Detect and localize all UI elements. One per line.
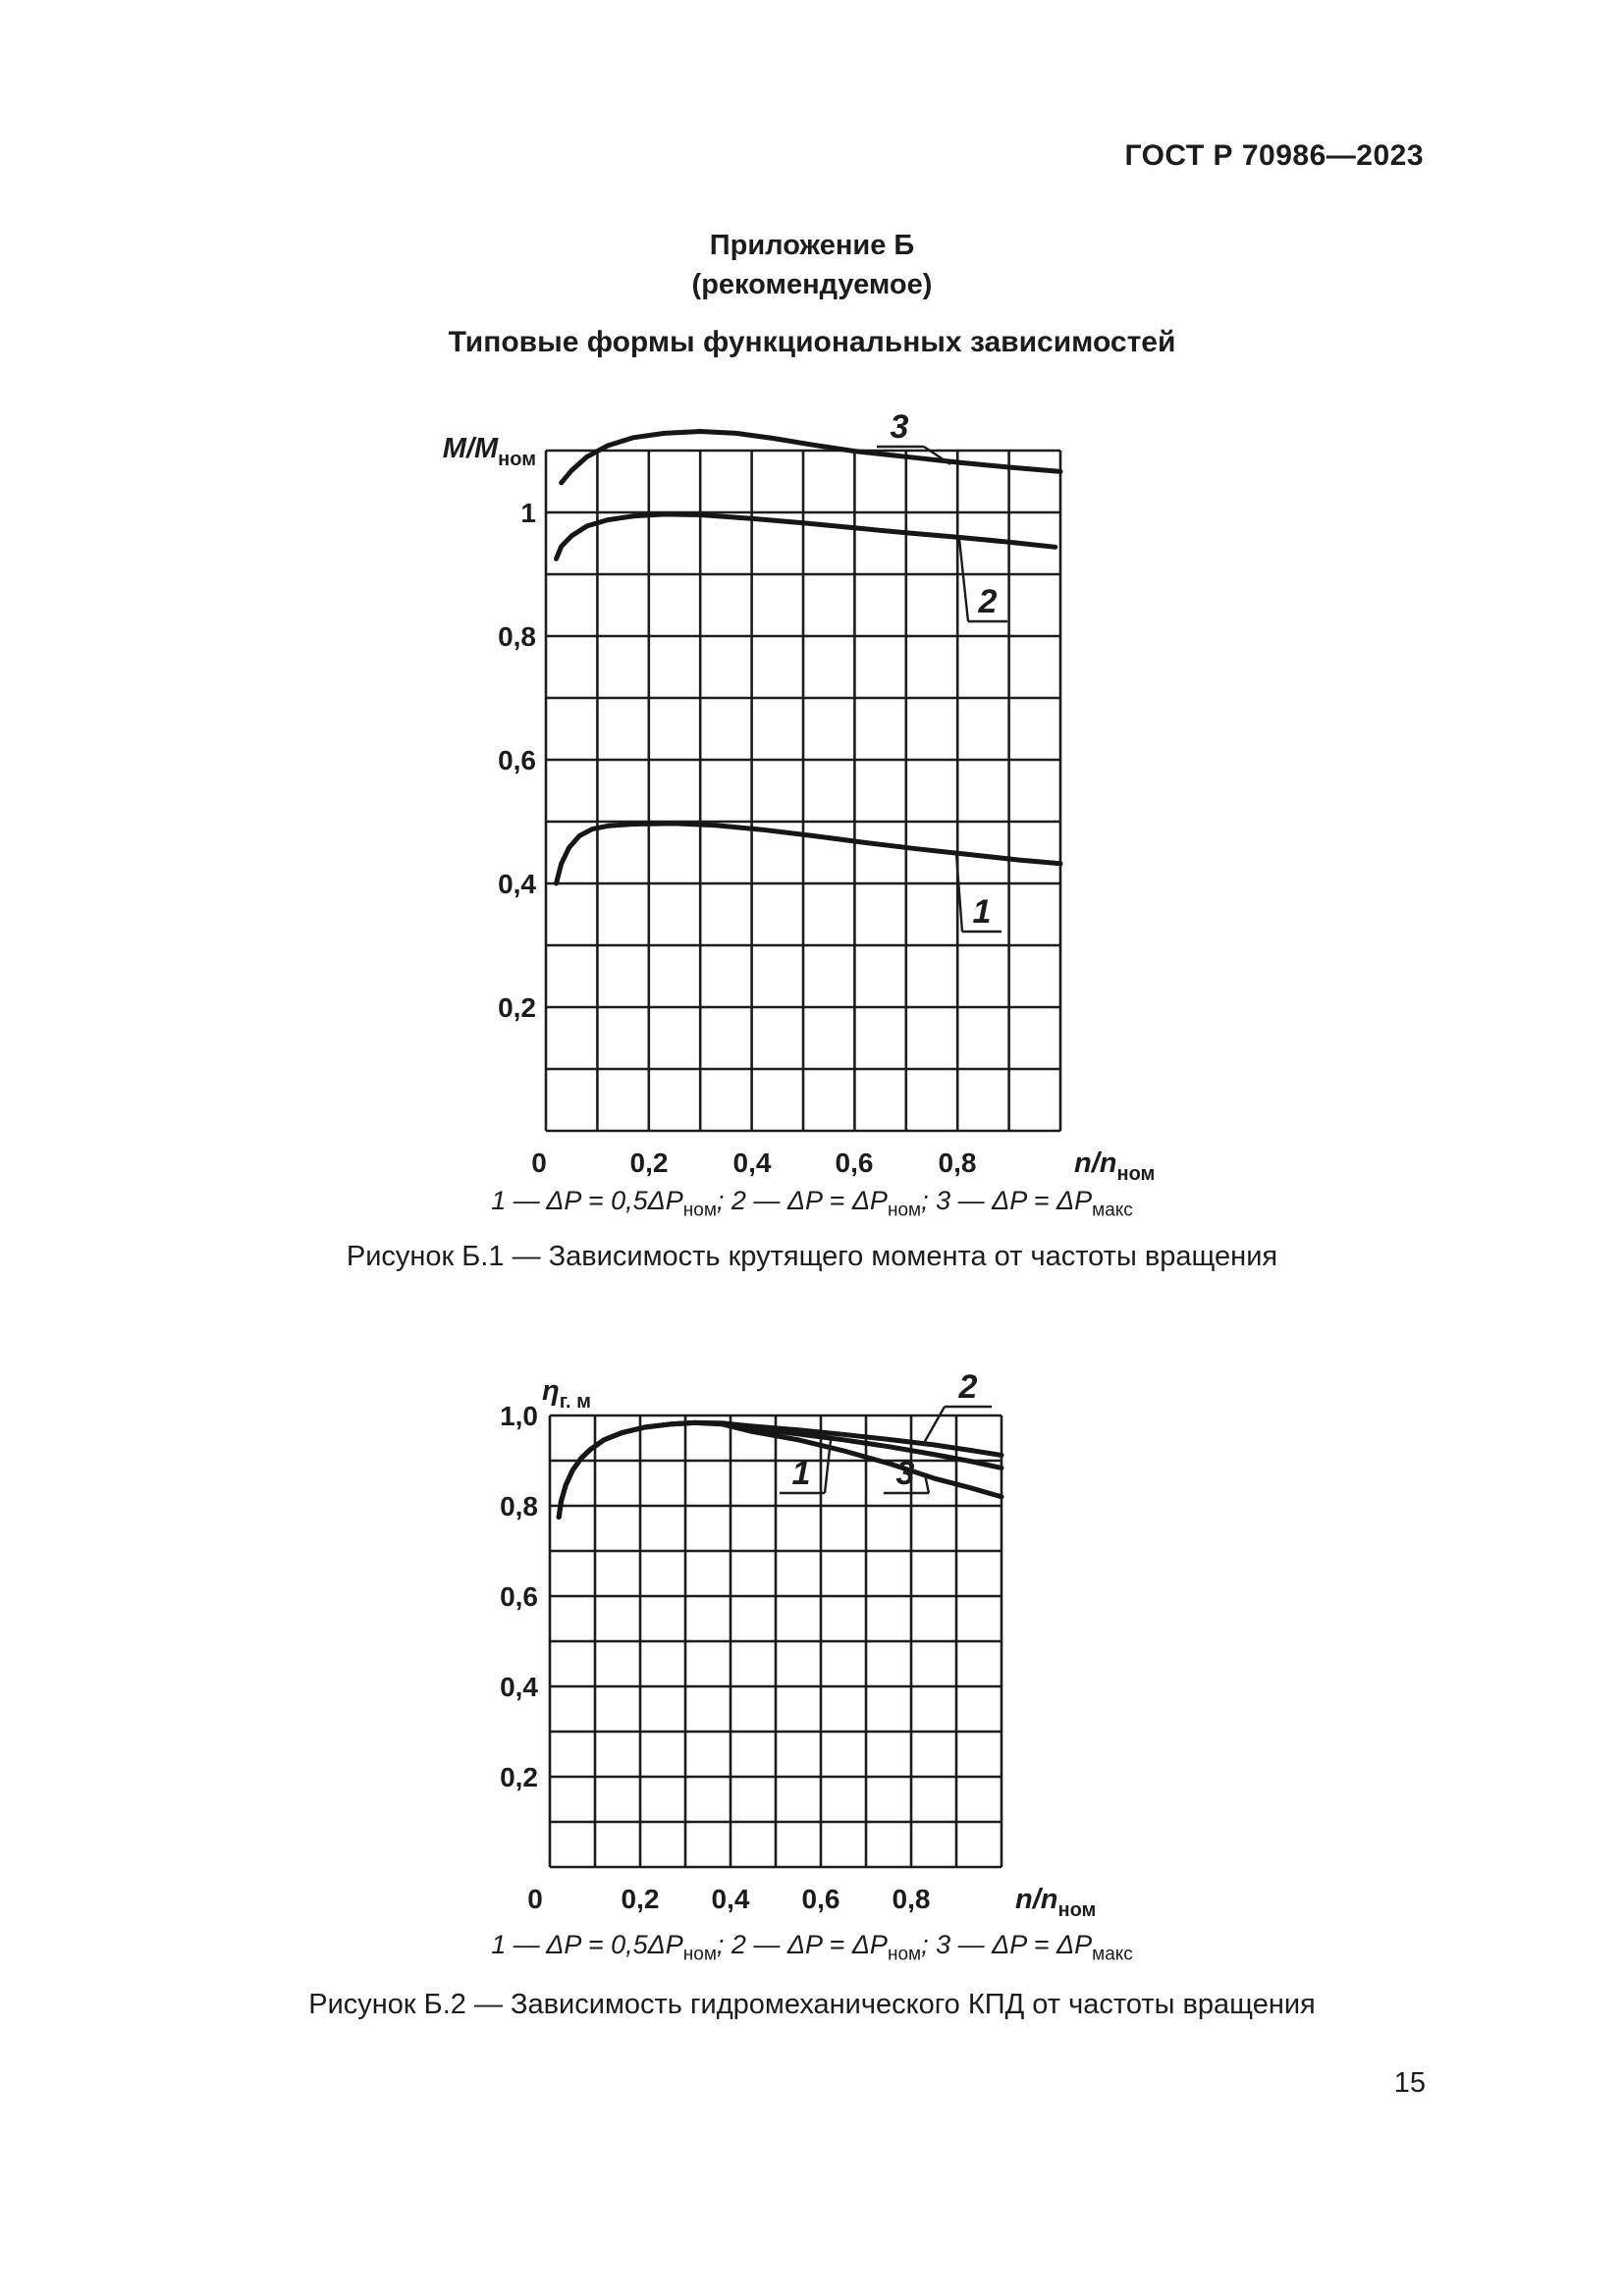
x-tick-label: 0,8 <box>893 1884 931 1914</box>
curve-label: 2 <box>978 583 998 620</box>
y-tick-label: 0,8 <box>500 1491 538 1522</box>
y-tick-label: 0,2 <box>498 992 536 1023</box>
curve-callout-1: 1 <box>954 853 1001 934</box>
figure-b1-chart: M/Mном 1 0,8 0,6 0,4 0,2 0 0,2 0,4 0,6 0… <box>443 408 1156 1185</box>
curve-callout-2: 2 <box>922 1368 992 1444</box>
figure-b2-y-axis-title: ηг. м <box>542 1375 591 1413</box>
y-tick-label: 0,4 <box>498 869 536 899</box>
x-tick-label: 0 <box>531 1148 547 1178</box>
figure-b1-curves <box>554 429 1063 886</box>
curve-1 <box>554 821 1063 886</box>
y-tick-label: 1,0 <box>500 1401 538 1431</box>
y-tick-label: 0,6 <box>500 1581 538 1612</box>
figure-b2-legend: 1 — ΔP = 0,5ΔPном; 2 — ΔP = ΔPном; 3 — Δ… <box>491 1930 1133 1965</box>
document-header: ГОСТ Р 70986—2023 <box>1124 139 1424 172</box>
y-tick-label: 0,8 <box>498 621 536 652</box>
curve-3 <box>556 1419 1004 1520</box>
curve-3 <box>559 429 1063 486</box>
x-tick-label: 0,2 <box>630 1148 669 1178</box>
curve-2 <box>554 511 1058 561</box>
x-tick-label: 0 <box>527 1884 543 1914</box>
figure-b1-grid <box>544 449 1062 1133</box>
figure-b1-y-axis-title: M/Mном <box>443 433 536 470</box>
x-tick-label: 0,2 <box>622 1884 660 1914</box>
appendix-heading: Приложение Б (рекомендуемое) <box>46 226 1578 304</box>
curve-label: 2 <box>958 1368 978 1406</box>
x-tick-label: 0,4 <box>712 1884 750 1914</box>
x-tick-label: 0,6 <box>802 1884 840 1914</box>
curve-callout-3: 3 <box>877 408 951 465</box>
curve-label: 1 <box>973 893 992 931</box>
appendix-title: Приложение Б <box>709 230 915 261</box>
curve-label: 1 <box>792 1455 811 1492</box>
figure-b2-chart: ηг. м 1,0 0,8 0,6 0,4 0,2 0 0,2 0,4 0,6 … <box>500 1368 1096 1921</box>
figure-b2-grid <box>548 1414 1003 1869</box>
figure-b2-curves <box>556 1419 1004 1520</box>
x-tick-label: 0,6 <box>836 1148 874 1178</box>
y-tick-label: 0,6 <box>498 745 536 775</box>
figure-b1-legend: 1 — ΔP = 0,5ΔPном; 2 — ΔP = ΔPном; 3 — Δ… <box>491 1186 1133 1221</box>
y-tick-label: 1 <box>520 498 536 528</box>
curve-label: 3 <box>891 408 909 446</box>
curve-callout-3: 3 <box>884 1455 931 1495</box>
curve-callout-2: 2 <box>957 538 1007 623</box>
curve-label: 3 <box>896 1455 915 1492</box>
x-tick-label: 0,4 <box>733 1148 772 1178</box>
figure-b1-x-axis-title: n/nном <box>1074 1148 1155 1185</box>
y-tick-label: 0,4 <box>500 1672 538 1702</box>
figure-b2-caption: Рисунок Б.2 — Зависимость гидромеханичес… <box>308 1989 1316 2020</box>
appendix-subtitle: (рекомендуемое) <box>691 269 933 300</box>
figure-b2-x-axis-title: n/nном <box>1015 1884 1096 1921</box>
figure-b1-caption: Рисунок Б.1 — Зависимость крутящего моме… <box>346 1241 1278 1272</box>
y-tick-label: 0,2 <box>500 1762 538 1792</box>
curve-callout-1: 1 <box>780 1439 833 1495</box>
x-tick-label: 0,8 <box>939 1148 977 1178</box>
page-number: 15 <box>1393 2067 1426 2099</box>
page-title: Типовые формы функциональных зависимосте… <box>448 326 1176 358</box>
